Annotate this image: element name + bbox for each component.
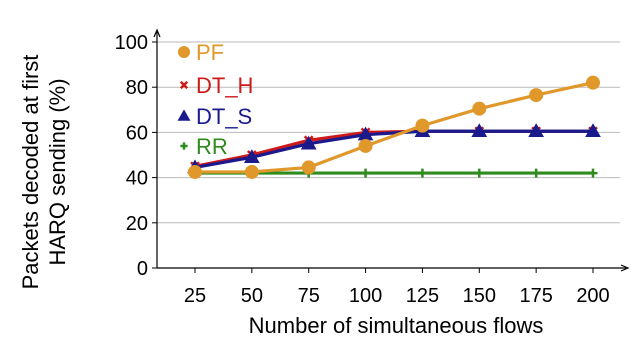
legend-marker — [177, 45, 191, 59]
x-tick-label: 125 — [406, 285, 439, 307]
y-axis-label-line-1: Packets decoded at first — [18, 55, 43, 290]
x-tick-label: 25 — [184, 285, 206, 307]
y-tick-label: 20 — [126, 213, 148, 235]
data-point — [474, 168, 484, 178]
x-tick-label: 75 — [298, 285, 320, 307]
axes — [152, 28, 630, 273]
legend-item-pf: PF — [177, 40, 224, 65]
legend-marker — [179, 80, 189, 90]
y-tick-label: 100 — [115, 32, 148, 54]
data-point — [531, 168, 541, 178]
x-tick-label: 150 — [463, 285, 496, 307]
legend-label: DT_H — [196, 73, 253, 98]
data-point — [417, 168, 427, 178]
data-point — [243, 149, 260, 164]
x-tick-label: 175 — [519, 285, 552, 307]
data-point — [415, 118, 430, 133]
y-tick-label: 40 — [126, 168, 148, 190]
legend-item-dt-h: DT_H — [179, 73, 253, 98]
legend-item-rr: RR — [180, 134, 228, 159]
series-pf — [188, 75, 600, 179]
series-group — [187, 75, 601, 179]
legend-label: PF — [196, 40, 224, 65]
tick-labels: 0 20 40 60 80 100 25 50 75 100 125 150 175 200 — [115, 32, 610, 307]
data-point — [244, 164, 259, 179]
data-point — [586, 75, 600, 90]
data-point — [528, 123, 545, 138]
data-point — [358, 138, 373, 153]
data-point — [529, 88, 544, 103]
x-tick-label: 100 — [349, 285, 382, 307]
y-tick-label: 80 — [126, 77, 148, 99]
legend-marker — [177, 109, 191, 121]
data-point — [471, 123, 488, 138]
data-point — [588, 168, 598, 178]
data-point — [188, 164, 202, 179]
x-tick-label: 50 — [241, 285, 263, 307]
legend-label: DT_S — [196, 104, 252, 129]
data-point — [300, 135, 317, 150]
legend-item-dt-s: DT_S — [177, 104, 252, 129]
series-line — [194, 129, 593, 170]
data-point — [361, 168, 371, 178]
y-axis-label-line-2: HARQ sending (%) — [45, 78, 70, 265]
series-line — [195, 81, 594, 174]
y-tick-label: 0 — [137, 258, 148, 280]
data-point — [301, 160, 316, 175]
legend-label: RR — [196, 134, 228, 159]
data-point — [585, 123, 601, 138]
y-tick-label: 60 — [126, 122, 148, 144]
legend-marker — [180, 142, 188, 150]
x-tick-label: 200 — [576, 285, 609, 307]
data-point — [472, 101, 487, 116]
legend: PF DT_H DT_S RR — [177, 40, 253, 159]
x-axis-arrow — [620, 264, 630, 272]
y-axis-arrow — [153, 28, 161, 38]
x-axis-label: Number of simultaneous flows — [249, 313, 544, 338]
